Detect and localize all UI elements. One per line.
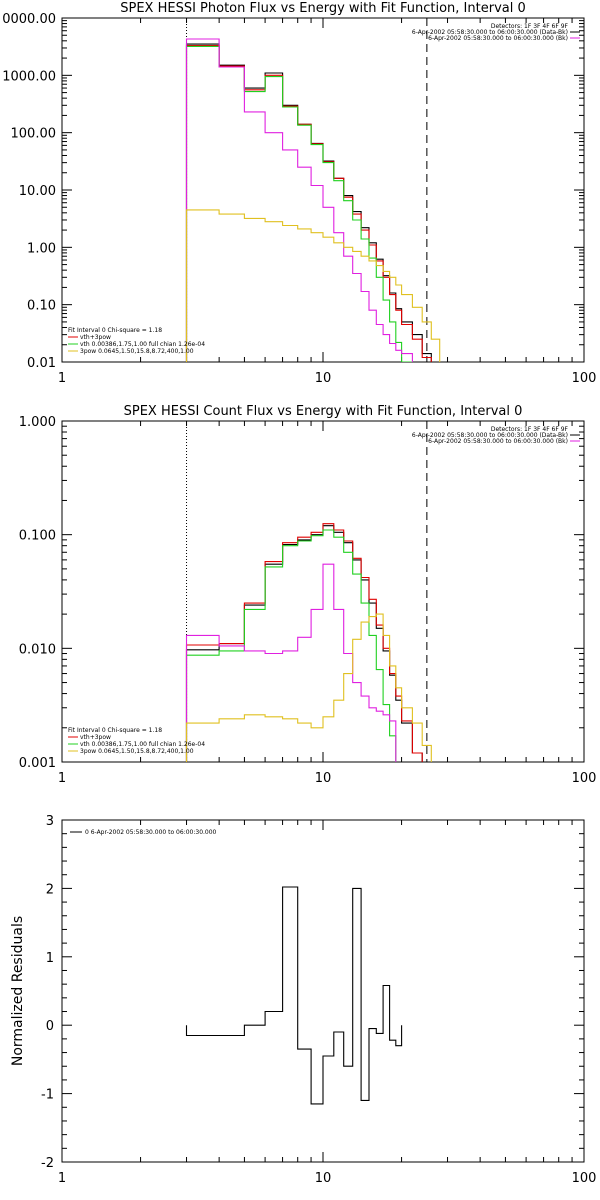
plot-frame [61, 819, 585, 1163]
y-tick-label: 3 [46, 814, 54, 829]
x-tick-label: 1 [58, 371, 66, 386]
series-vth-3pow [185, 523, 423, 762]
legend-bottom-text: Fit Interval 0 Chi-square = 1.18 [68, 327, 162, 334]
y-tick-label: 0.01 [27, 356, 56, 371]
y-tick-label: 0.100 [19, 529, 56, 544]
chart-panel-1: SPEX HESSI Photon Flux vs Energy with Fi… [2, 1, 596, 386]
x-tick-label: 10 [315, 371, 332, 386]
y-tick-label: 2 [46, 882, 54, 897]
y-tick-label: 10.00 [19, 184, 56, 199]
series-data-bk [185, 525, 423, 762]
legend-top-text: 6-Apr-2002 05:58:30.000 to 06:00:30.000 … [428, 35, 568, 42]
legend-top-text: Detectors: 1F 3F 4F 6F 9F [491, 426, 569, 433]
legend-top-text: 6-Apr-2002 05:58:30.000 to 06:00:30.000 … [412, 29, 568, 36]
x-tick-label: 10 [315, 771, 332, 786]
legend-top-text: 6-Apr-2002 05:58:30.000 to 06:00:30.000 … [412, 432, 568, 439]
y-tick-label: -2 [41, 1156, 54, 1171]
legend-top-text: 6-Apr-2002 05:58:30.000 to 06:00:30.000 … [428, 438, 568, 445]
legend-top-text: Detectors: 1F 3F 4F 6F 9F [491, 23, 569, 30]
series-vth [185, 529, 397, 762]
series-vth [185, 45, 413, 362]
legend-top-text: 0 6-Apr-2002 05:58:30.000 to 06:00:30.00… [85, 829, 217, 836]
legend-bottom-text: vth 0.00386,1.75,1.00 full chian 1.26e-0… [80, 741, 205, 748]
series-bk [185, 38, 413, 362]
y-tick-label: 1000.00 [2, 69, 56, 84]
y-tick-label: 0.010 [19, 642, 56, 657]
series-vth-3pow [185, 45, 432, 362]
x-tick-label: 10 [315, 1171, 332, 1186]
legend-bottom-text: 3pow 0.0645,1.50,15.8,8.72,400,1.00 [80, 748, 194, 755]
y-tick-label: 100.00 [11, 127, 57, 142]
chart-title: SPEX HESSI Photon Flux vs Energy with Fi… [120, 1, 526, 16]
legend-bottom-text: vth+3pow [80, 334, 111, 341]
series-0 [185, 886, 403, 1105]
series-data-bk [185, 43, 432, 362]
y-tick-label: 1 [46, 951, 54, 966]
x-tick-label: 100 [572, 1171, 597, 1186]
y-tick-label: 0.10 [27, 299, 56, 314]
y-tick-label: 0 [46, 1019, 54, 1034]
y-tick-label: 0.001 [19, 756, 56, 771]
y-tick-label: 1.00 [27, 241, 56, 256]
x-tick-label: 100 [572, 771, 597, 786]
x-tick-label: 100 [572, 371, 597, 386]
legend-bottom-text: vth 0.00386,1.75,1.00 full chian 1.26e-0… [80, 341, 205, 348]
x-tick-label: 1 [58, 1171, 66, 1186]
series-bk [185, 563, 397, 762]
chart-title: SPEX HESSI Count Flux vs Energy with Fit… [124, 404, 523, 419]
x-tick-label: 1 [58, 771, 66, 786]
y-tick-label: 1.000 [19, 415, 56, 430]
legend-bottom-text: vth+3pow [80, 734, 111, 741]
y-axis-label: Normalized Residuals [10, 916, 26, 1066]
series-3pow [185, 209, 441, 362]
y-tick-label: -1 [41, 1088, 54, 1103]
y-tick-label: 0000.00 [2, 12, 56, 27]
series-3pow [185, 613, 432, 762]
legend-bottom-text: Fit Interval 0 Chi-square = 1.18 [68, 727, 162, 734]
legend-bottom-text: 3pow 0.0645,1.50,15.8,8.72,400,1.00 [80, 348, 194, 355]
chart-panel-2: SPEX HESSI Count Flux vs Energy with Fit… [19, 404, 597, 786]
